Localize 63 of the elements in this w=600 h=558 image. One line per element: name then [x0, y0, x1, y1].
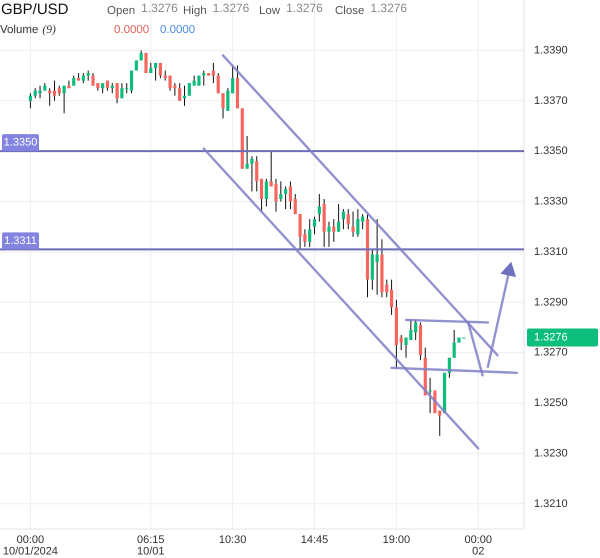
candlestick — [221, 92, 225, 119]
candlestick — [178, 82, 182, 102]
y-tick-label: 1.3270 — [534, 346, 568, 359]
x-tick-label: 00:00 10/01/2024 — [2, 534, 58, 558]
candlestick — [140, 50, 143, 61]
candlestick — [62, 85, 66, 114]
candlestick — [246, 136, 249, 170]
x-tick-label: 10:30 — [218, 534, 246, 546]
candlestick — [452, 329, 456, 358]
candlestick — [154, 62, 158, 82]
annotation: High 1.3276 — [183, 1, 250, 17]
ref-line-label: 1.3311 — [4, 234, 37, 247]
chart-title: GBP/USD — [1, 1, 69, 18]
candlestick — [303, 228, 306, 248]
candlestick — [202, 70, 206, 86]
candlestick — [82, 72, 85, 84]
y-tick-label: 1.3250 — [534, 397, 568, 410]
candlestick — [116, 82, 119, 104]
candlestick — [312, 216, 316, 235]
candlestick — [212, 62, 215, 84]
candlestick — [216, 72, 220, 94]
candlestick — [332, 218, 336, 242]
x-tick-label: 19:00 — [382, 534, 410, 546]
x-tick-label: 14:45 — [300, 534, 328, 546]
annotation: Low 1.3276 — [259, 1, 324, 17]
candlestick — [264, 178, 268, 208]
candlestick — [250, 156, 254, 192]
candlestick — [308, 218, 312, 248]
candlestick — [182, 85, 186, 106]
candlestick — [28, 92, 32, 109]
candlestick — [327, 221, 331, 248]
candlestick — [428, 377, 432, 414]
candlestick — [342, 208, 346, 230]
annotation: Volume (9) — [0, 24, 56, 36]
y-tick-label: 1.3310 — [534, 246, 568, 258]
candlestick — [101, 82, 104, 94]
x-tick-label: 00:00 02 — [464, 534, 492, 558]
candlestick — [284, 186, 288, 210]
candlestick — [106, 80, 110, 92]
y-tick-label: 1.3350 — [534, 145, 568, 158]
annotation: 0.0000 — [160, 24, 196, 36]
y-tick-label: 1.3230 — [534, 447, 568, 460]
y-tick-label: 1.3390 — [534, 44, 568, 56]
annotation: Close 1.3276 — [335, 1, 408, 17]
candlestick — [173, 82, 176, 96]
annotation: Open 1.3276 — [107, 1, 178, 17]
y-tick-label: 1.3370 — [534, 94, 568, 107]
candlestick — [86, 70, 90, 82]
candlestick — [337, 204, 340, 232]
candlestick — [279, 180, 282, 202]
candlestick — [110, 82, 114, 94]
x-tick-label: 06:15 10/01 — [137, 534, 165, 558]
candlestick — [346, 208, 350, 230]
text: 1.3276 — [534, 332, 568, 344]
candlestick — [318, 193, 321, 222]
candlestick — [298, 214, 302, 250]
candlestick — [158, 62, 162, 79]
y-tick-label: 1.3330 — [534, 196, 568, 208]
y-tick-label: 1.3290 — [534, 296, 568, 308]
ref-line-label: 1.3350 — [4, 136, 38, 149]
candlestick — [351, 211, 355, 238]
y-tick-label: 1.3210 — [534, 498, 568, 510]
annotation: 0.0000 — [114, 24, 150, 36]
